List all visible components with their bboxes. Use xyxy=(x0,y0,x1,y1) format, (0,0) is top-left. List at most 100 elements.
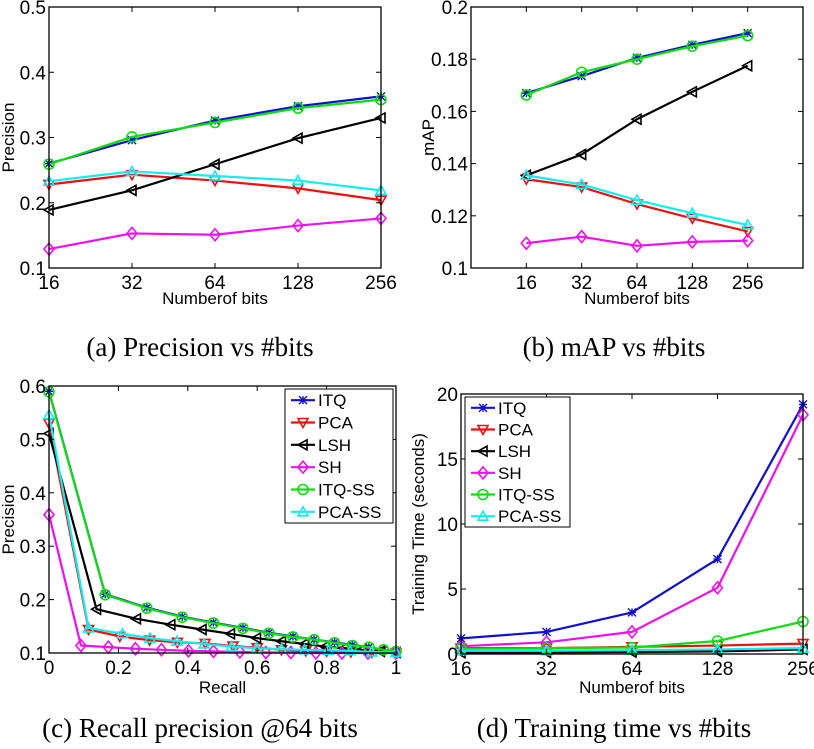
x-tick-label: 32 xyxy=(121,273,142,294)
x-tick-label: 16 xyxy=(38,273,59,294)
series-sh xyxy=(42,507,403,661)
series-itq-ss xyxy=(43,93,387,171)
legend-entry-itq: ITQ xyxy=(471,399,526,418)
x-tick-label: 16 xyxy=(516,273,537,294)
y-tick-label: 10 xyxy=(437,515,458,536)
data-point xyxy=(630,112,642,126)
series-line xyxy=(48,98,382,166)
data-point xyxy=(207,644,220,659)
y-tick-label: 0.18 xyxy=(431,50,468,71)
data-point xyxy=(125,183,137,197)
data-point xyxy=(577,71,587,81)
x-tick-label: 256 xyxy=(732,273,764,294)
series-lsh xyxy=(519,59,753,182)
series-line xyxy=(525,34,748,96)
data-point xyxy=(291,173,305,186)
data-point xyxy=(520,89,533,101)
legend-marker xyxy=(476,424,490,437)
y-tick-label: 0.4 xyxy=(20,484,47,505)
x-tick-label: 128 xyxy=(702,659,734,680)
legend-entry-pca: PCA xyxy=(291,414,354,433)
series-itq-ss xyxy=(43,386,402,658)
y-tick-label: 0.14 xyxy=(431,155,468,176)
data-point xyxy=(743,28,753,38)
y-axis-label: mAP xyxy=(419,119,438,156)
y-tick-label: 0.3 xyxy=(20,129,46,150)
y-axis-label: Training Time (seconds) xyxy=(409,433,428,615)
series-pca-ss xyxy=(42,164,388,196)
data-point xyxy=(686,40,699,52)
data-point xyxy=(197,637,211,649)
y-tick-label: 0.5 xyxy=(20,430,46,451)
series-line xyxy=(525,64,749,177)
series-sh xyxy=(42,211,388,257)
x-axis-label: Numberof bits xyxy=(584,289,690,308)
data-point xyxy=(126,131,138,143)
series-pca xyxy=(519,174,755,239)
legend: ITQ PCA LSH SH ITQ-SS PCA-SS xyxy=(284,388,394,524)
legend-marker xyxy=(476,509,490,521)
data-point xyxy=(250,641,263,653)
legend-label: ITQ xyxy=(498,399,526,418)
legend-marker xyxy=(296,459,310,475)
data-point xyxy=(291,218,305,233)
legend-marker xyxy=(476,444,488,458)
data-point xyxy=(630,193,644,205)
data-point xyxy=(520,235,533,251)
data-point xyxy=(741,233,754,248)
y-tick-label: 0 xyxy=(447,645,458,666)
x-tick-label: 16 xyxy=(450,659,471,680)
data-point xyxy=(685,85,698,99)
data-point xyxy=(116,627,129,639)
y-tick-label: 20 xyxy=(437,385,458,406)
legend-marker xyxy=(478,403,488,413)
y-tick-label: 0.1 xyxy=(20,644,46,665)
legend-label: ITQ xyxy=(318,391,346,410)
x-tick-label: 0 xyxy=(44,658,55,679)
data-point xyxy=(210,116,220,126)
legend-label: PCA xyxy=(498,421,534,440)
data-point xyxy=(298,643,311,655)
data-point xyxy=(630,238,644,254)
y-tick-label: 0.16 xyxy=(431,102,468,123)
data-point xyxy=(685,206,699,218)
x-tick-label: 0.6 xyxy=(244,658,270,679)
y-tick-label: 0.2 xyxy=(20,194,46,215)
data-point xyxy=(249,631,262,645)
data-point xyxy=(575,177,589,190)
x-axis-label: Recall xyxy=(199,678,246,697)
legend-label: SH xyxy=(318,458,342,477)
data-point xyxy=(540,644,553,656)
y-tick-label: 0.1 xyxy=(442,259,468,280)
data-point xyxy=(195,623,207,636)
caption-d: (d) Training time vs #bits xyxy=(476,713,752,743)
data-point xyxy=(685,213,699,226)
y-tick-label: 0.6 xyxy=(20,377,46,398)
data-point xyxy=(141,602,153,614)
legend: ITQ PCA LSH SH ITQ-SS PCA-SS xyxy=(464,396,571,528)
y-tick-label: 0.2 xyxy=(20,591,46,612)
data-point xyxy=(99,588,112,601)
legend-entry-itq-ss: ITQ-SS xyxy=(291,481,375,500)
data-point xyxy=(208,227,222,242)
x-tick-label: 64 xyxy=(621,659,643,680)
data-point xyxy=(741,218,755,230)
legend-marker xyxy=(297,483,309,496)
data-point xyxy=(575,182,589,194)
x-tick-label: 1 xyxy=(391,658,402,679)
data-point xyxy=(82,621,95,633)
series-line xyxy=(526,178,748,233)
data-point xyxy=(207,617,220,629)
x-tick-label: 256 xyxy=(365,273,397,294)
data-point xyxy=(223,627,236,641)
x-tick-label: 256 xyxy=(787,659,814,680)
legend-label: ITQ-SS xyxy=(498,486,555,505)
y-tick-label: 0.12 xyxy=(431,207,468,228)
data-point xyxy=(575,148,587,161)
data-point xyxy=(182,643,195,659)
legend-box xyxy=(464,396,571,528)
legend-label: LSH xyxy=(318,436,351,455)
caption-a: (a) Precision vs #bits xyxy=(86,332,314,362)
data-point xyxy=(519,168,533,181)
